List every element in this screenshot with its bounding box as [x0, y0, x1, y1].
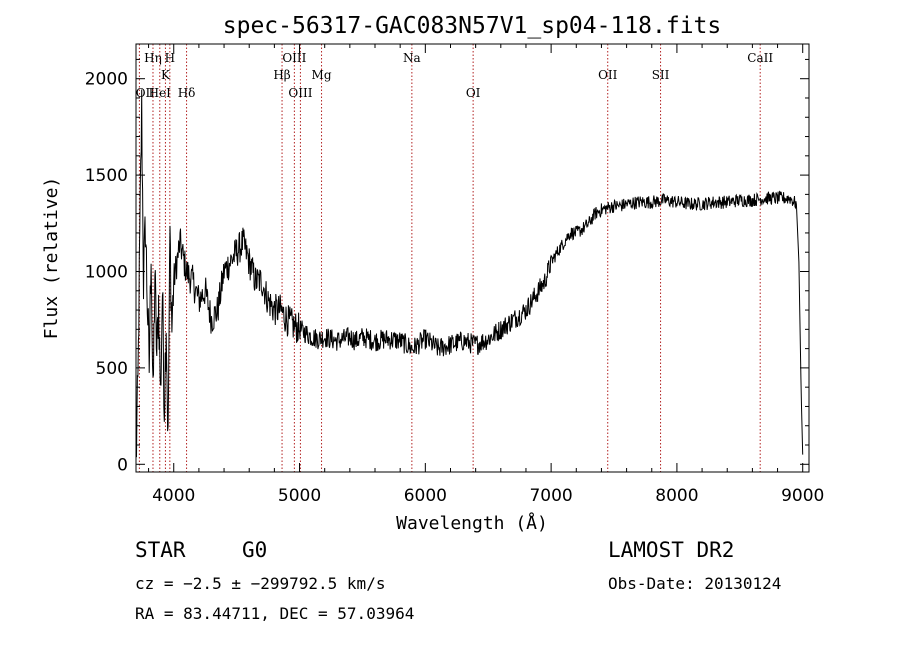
line-marker-label: K	[161, 68, 171, 82]
coordinates: RA = 83.44711, DEC = 57.03964	[135, 604, 415, 623]
object-class: STAR	[135, 538, 186, 562]
x-tick-label: 4000	[152, 486, 195, 506]
y-tick-label: 2000	[85, 70, 128, 90]
redshift-readout: cz = −2.5 ± −299792.5 km/s	[135, 574, 386, 593]
line-marker-label: Na	[403, 51, 421, 65]
obs-date: Obs-Date: 20130124	[608, 574, 782, 593]
line-marker-label: H	[165, 51, 175, 65]
axes: 4000 5000 6000 7000 8000 9000 0 500 1000 1500 2000	[85, 43, 824, 506]
line-marker-label: CaII	[747, 51, 773, 65]
y-axis-label: Flux (relative)	[41, 177, 62, 340]
line-marker-label: OIII	[288, 86, 312, 100]
line-marker-label: Hδ	[178, 86, 196, 100]
line-marker-label: OIII	[282, 51, 306, 65]
line-marker-label: OII	[136, 86, 156, 100]
line-marker-label: Hη	[144, 51, 162, 65]
line-marker-label: OII	[598, 68, 618, 82]
x-tick-label: 5000	[278, 486, 321, 506]
x-tick-label: 7000	[529, 486, 572, 506]
line-marker-label: OI	[466, 86, 481, 100]
plot-frame	[135, 43, 810, 473]
plot-area	[135, 89, 804, 458]
spectrum-line	[135, 89, 804, 458]
survey-label: LAMOST DR2	[608, 538, 735, 562]
y-tick-label: 0	[117, 455, 128, 475]
object-subclass: G0	[242, 538, 268, 562]
line-marker-label: Hβ	[273, 68, 290, 82]
line-marker-label: SII	[652, 68, 670, 82]
x-tick-label: 9000	[781, 486, 824, 506]
y-tick-label: 1000	[85, 262, 128, 282]
y-tick-label: 1500	[85, 166, 128, 186]
line-marker-label: Mg	[312, 68, 332, 82]
x-tick-label: 8000	[655, 486, 698, 506]
line-marker-label: HeI	[149, 86, 172, 100]
chart-title: spec-56317-GAC083N57V1_sp04-118.fits	[223, 13, 722, 39]
x-tick-label: 6000	[404, 486, 447, 506]
x-axis-label: Wavelength (Å)	[396, 512, 548, 534]
y-tick-label: 500	[96, 359, 128, 379]
